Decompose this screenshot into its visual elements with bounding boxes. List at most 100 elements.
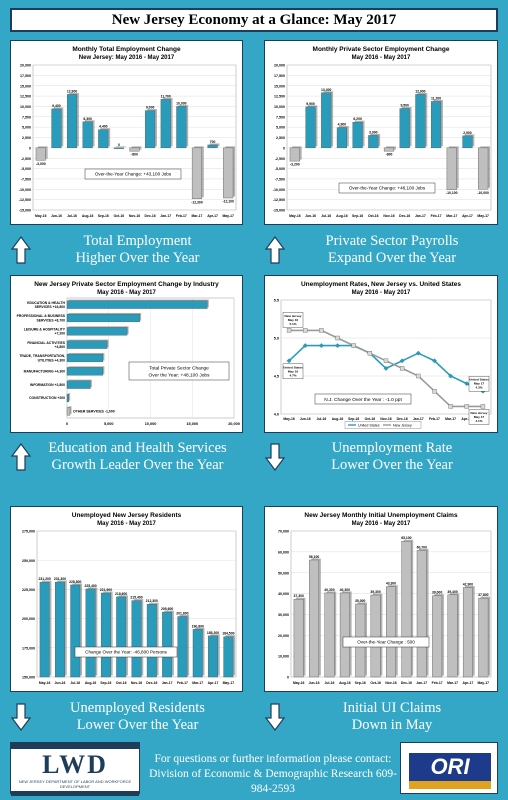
x-tick-label: Apr-17 [461, 417, 472, 421]
data-point-nj [351, 343, 356, 348]
annotation-text: Over-the-Year Change: +43,100 Jobs [95, 172, 172, 177]
data-point-nj [286, 328, 292, 333]
y-tick-label: 10,000 [278, 655, 289, 659]
data-label: -800 [386, 153, 393, 157]
chart-title: New Jersey Private Sector Employment Cha… [34, 281, 219, 288]
data-label: 9,000 [146, 106, 155, 110]
y-tick-label: 0 [283, 146, 285, 150]
y-tick-label: 150,000 [22, 676, 35, 680]
x-tick-label: 5,000 [104, 422, 114, 426]
bar [82, 121, 93, 149]
x-tick-label: Jun-16 [305, 214, 316, 218]
bar [39, 581, 50, 678]
caption-total-employment: Total Employment Higher Over the Year [10, 232, 243, 268]
data-label: 56,100 [309, 555, 319, 559]
bar [431, 101, 442, 149]
up-arrow-icon [10, 443, 32, 471]
bar [339, 592, 350, 678]
bar [383, 147, 395, 152]
bar [399, 108, 410, 149]
data-label: 231,200 [39, 577, 51, 581]
down-arrow-icon [264, 703, 286, 731]
total-employment-chart: Monthly Total Employment Change New Jerse… [19, 46, 237, 218]
caption-line-2: Lower Over the Year [76, 717, 199, 733]
bar [129, 147, 140, 152]
down-arrow-icon [10, 703, 32, 731]
data-point-us [415, 350, 421, 356]
x-tick-label: Nov-16 [383, 214, 394, 218]
data-label: 13,300 [321, 88, 331, 92]
caption-education-health: Education and Health Services Growth Lead… [10, 439, 243, 475]
callout-box [468, 409, 490, 425]
data-label: 190,800 [192, 624, 204, 628]
y-tick-label: 175,000 [22, 646, 35, 650]
bar [66, 94, 78, 149]
data-label: 11,200 [431, 96, 441, 100]
data-label: 2,900 [463, 131, 472, 135]
caption-line-1: Education and Health Services [48, 440, 227, 456]
annotation-box [128, 361, 230, 381]
bar [192, 629, 203, 678]
y-tick-label: 4.5 [274, 375, 279, 379]
x-tick-label: Sep-16 [100, 681, 111, 685]
x-tick-label: May-16 [289, 214, 301, 218]
bar [98, 129, 109, 149]
y-tick-label: 20,000 [20, 64, 31, 68]
data-point-nj [480, 404, 486, 409]
data-label: -3,200 [290, 163, 300, 167]
x-tick-label: Sep-16 [352, 214, 363, 218]
y-tick-label: -5,000 [21, 167, 31, 171]
bar [289, 147, 300, 162]
data-label: 12,900 [67, 89, 77, 93]
bar [162, 611, 173, 678]
bar [293, 599, 304, 678]
data-point-us [464, 381, 470, 387]
data-label: 228,800 [69, 580, 81, 584]
bar [401, 541, 412, 678]
caption-line-2: Expand Over the Year [327, 250, 457, 266]
category-label: FINANCIAL ACTIVITIES [27, 341, 65, 345]
y-tick-label: 0 [287, 676, 289, 680]
data-label: 10,000 [176, 101, 186, 105]
x-tick-label: May-17 [477, 214, 489, 218]
chart-title: Unemployment Rates, New Jersey vs. Unite… [301, 281, 461, 288]
annotation-text: Change Over the Year: -46,800 Persons [85, 650, 167, 655]
data-point-nj [399, 366, 405, 371]
x-tick-label: Dec-16 [399, 214, 410, 218]
y-tick-label: 20,000 [274, 64, 285, 68]
bar [207, 144, 218, 149]
x-tick-label: Mar-17 [447, 681, 458, 685]
callout-text: United States [469, 378, 489, 382]
bar [478, 597, 489, 678]
data-label: 0 [118, 143, 120, 147]
caption-line-2: Higher Over the Year [75, 250, 200, 266]
y-tick-label: -10,000 [273, 188, 285, 192]
data-label: 6,300 [83, 117, 92, 121]
x-tick-label: Jul-16 [67, 214, 77, 218]
industry-chart: New Jersey Private Sector Employment Cha… [17, 281, 240, 426]
data-point-nj [303, 328, 308, 333]
data-label: 39,300 [370, 590, 380, 594]
x-tick-label: Feb-17 [432, 681, 443, 685]
contact-line-2: Division of Economic & Demographic Resea… [149, 768, 397, 795]
x-tick-label: Jul-16 [316, 417, 326, 421]
data-label: 205,600 [161, 607, 173, 611]
y-tick-label: 250,000 [22, 559, 35, 563]
chart-subtitle: May 2016 - May 2017 [97, 521, 156, 527]
x-tick-label: Aug-16 [332, 417, 344, 421]
x-tick-label: May-17 [478, 681, 490, 685]
callout-text: May 16 [288, 318, 299, 322]
x-tick-label: Oct-16 [365, 417, 376, 421]
data-label: -10,000 [477, 191, 489, 195]
caption-line-1: Unemployed Residents [70, 700, 205, 716]
x-tick-label: Jun-16 [309, 681, 320, 685]
x-tick-label: Oct-16 [114, 214, 125, 218]
data-label: -10,100 [446, 191, 458, 195]
x-tick-label: Oct-16 [368, 214, 379, 218]
x-tick-label: Mar-17 [191, 214, 202, 218]
callout-text: 4.3% [475, 386, 482, 390]
caption-line-2: Growth Leader Over the Year [51, 457, 224, 473]
data-label: 221,900 [100, 588, 112, 592]
x-tick-label: Jan-17 [413, 417, 424, 421]
data-label: 9,900 [306, 102, 315, 106]
